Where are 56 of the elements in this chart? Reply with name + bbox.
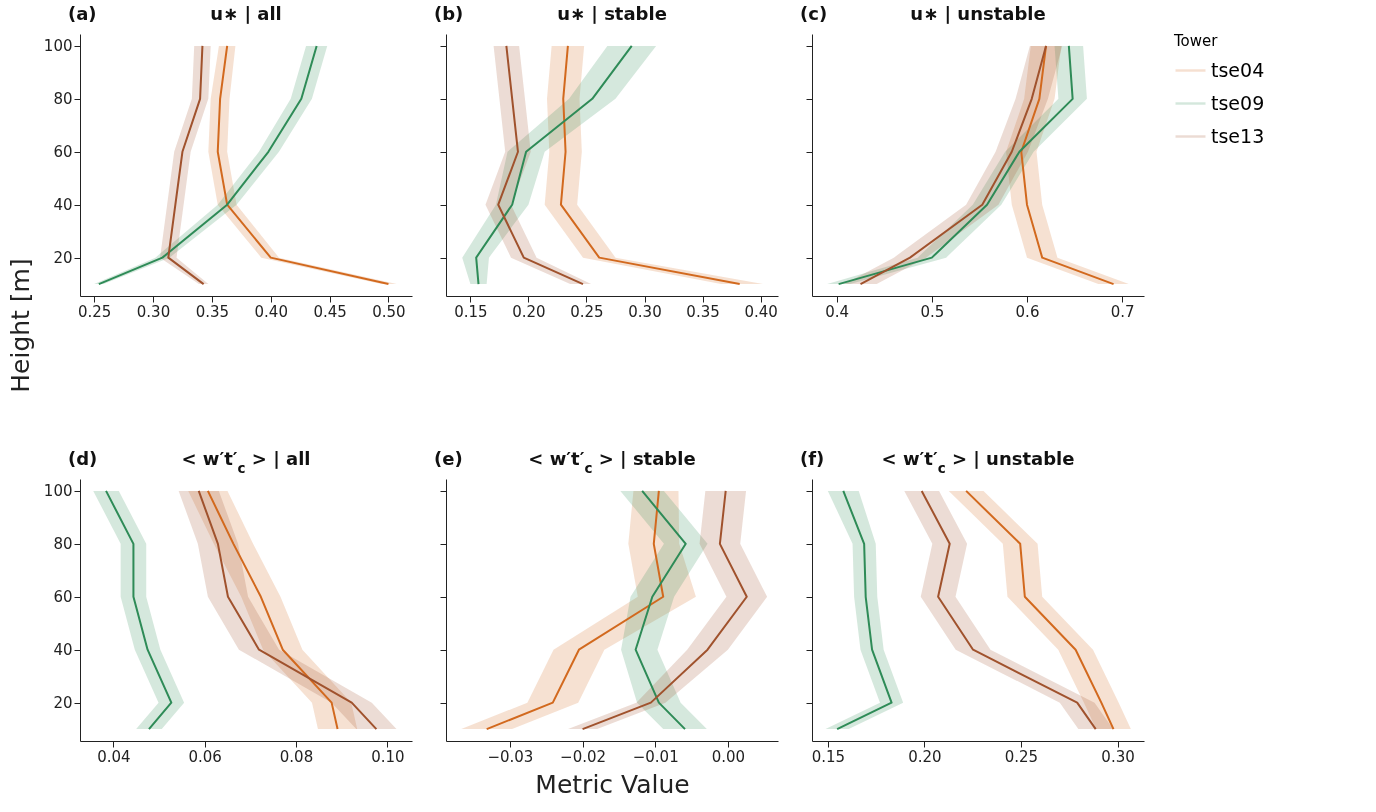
x-tick-label: 0.04 [97,747,131,766]
text: (e) [434,448,463,469]
x-tick-label: 0.35 [195,302,230,321]
chart-title: < w′t′$_{c}$ > | unstable [881,448,1075,476]
x-tick-label: 0.20 [908,747,942,766]
y-tick-label: 20 [53,694,73,713]
text: (b) [434,3,464,24]
y-tick-label: 60 [53,588,73,607]
legend-title: Tower [1173,32,1219,50]
y-tick-label: 40 [53,196,73,215]
x-tick-label: −0.01 [632,747,679,766]
chart-title: u∗ | unstable [910,3,1046,24]
x-tick-label: 0.30 [136,302,171,321]
x-tick-label: 0.25 [570,302,604,321]
text: (d) [68,448,98,469]
x-tick-label: 0.25 [77,302,112,321]
chart-title: u∗ | all [210,3,282,24]
x-tick-label: 0.06 [188,747,222,766]
x-tick-label: 0.5 [920,302,945,321]
chart-title: < w′t′$_{c}$ > | all [181,448,311,476]
y-tick-label: 100 [43,482,73,501]
text: (a) [68,3,97,24]
legend-label: tse13 [1211,124,1265,147]
x-tick-label: 0.30 [628,302,662,321]
x-tick-label: 0.45 [313,302,347,321]
x-tick-label: 0.25 [1004,747,1039,766]
x-tick-label: 0.4 [825,302,850,321]
x-tick-label: 0.10 [371,747,405,766]
x-tick-label: 0.00 [711,747,746,766]
x-axis-title: Metric Value [535,769,690,799]
chart-title: < w′t′$_{c}$ > | stable [528,448,696,476]
y-tick-label: 80 [53,90,73,109]
y-tick-label: 80 [53,535,73,554]
y-tick-label: 60 [53,143,73,162]
x-tick-label: 0.15 [811,747,846,766]
chart-title: u∗ | stable [557,3,667,24]
x-tick-label: 0.40 [254,302,288,321]
x-tick-label: 0.35 [686,302,720,321]
x-tick-label: 0.50 [372,302,406,321]
legend-label: tse09 [1211,91,1265,114]
y-tick-label: 40 [53,641,73,660]
text: (f) [800,448,825,469]
legend-label: tse04 [1211,58,1265,81]
x-tick-label: −0.03 [487,747,534,766]
x-tick-label: 0.7 [1110,302,1135,321]
text: (c) [800,3,828,24]
x-tick-label: 0.30 [1101,747,1135,766]
x-tick-label: 0.6 [1015,302,1040,321]
x-tick-label: 0.08 [279,747,314,766]
x-tick-label: 0.15 [454,302,488,321]
x-tick-label: 0.20 [512,302,546,321]
x-tick-label: −0.02 [560,747,607,766]
x-tick-label: 0.40 [744,302,778,321]
y-axis-title: Height [m] [5,258,35,393]
y-tick-label: 100 [43,37,73,56]
y-tick-label: 20 [53,249,73,268]
